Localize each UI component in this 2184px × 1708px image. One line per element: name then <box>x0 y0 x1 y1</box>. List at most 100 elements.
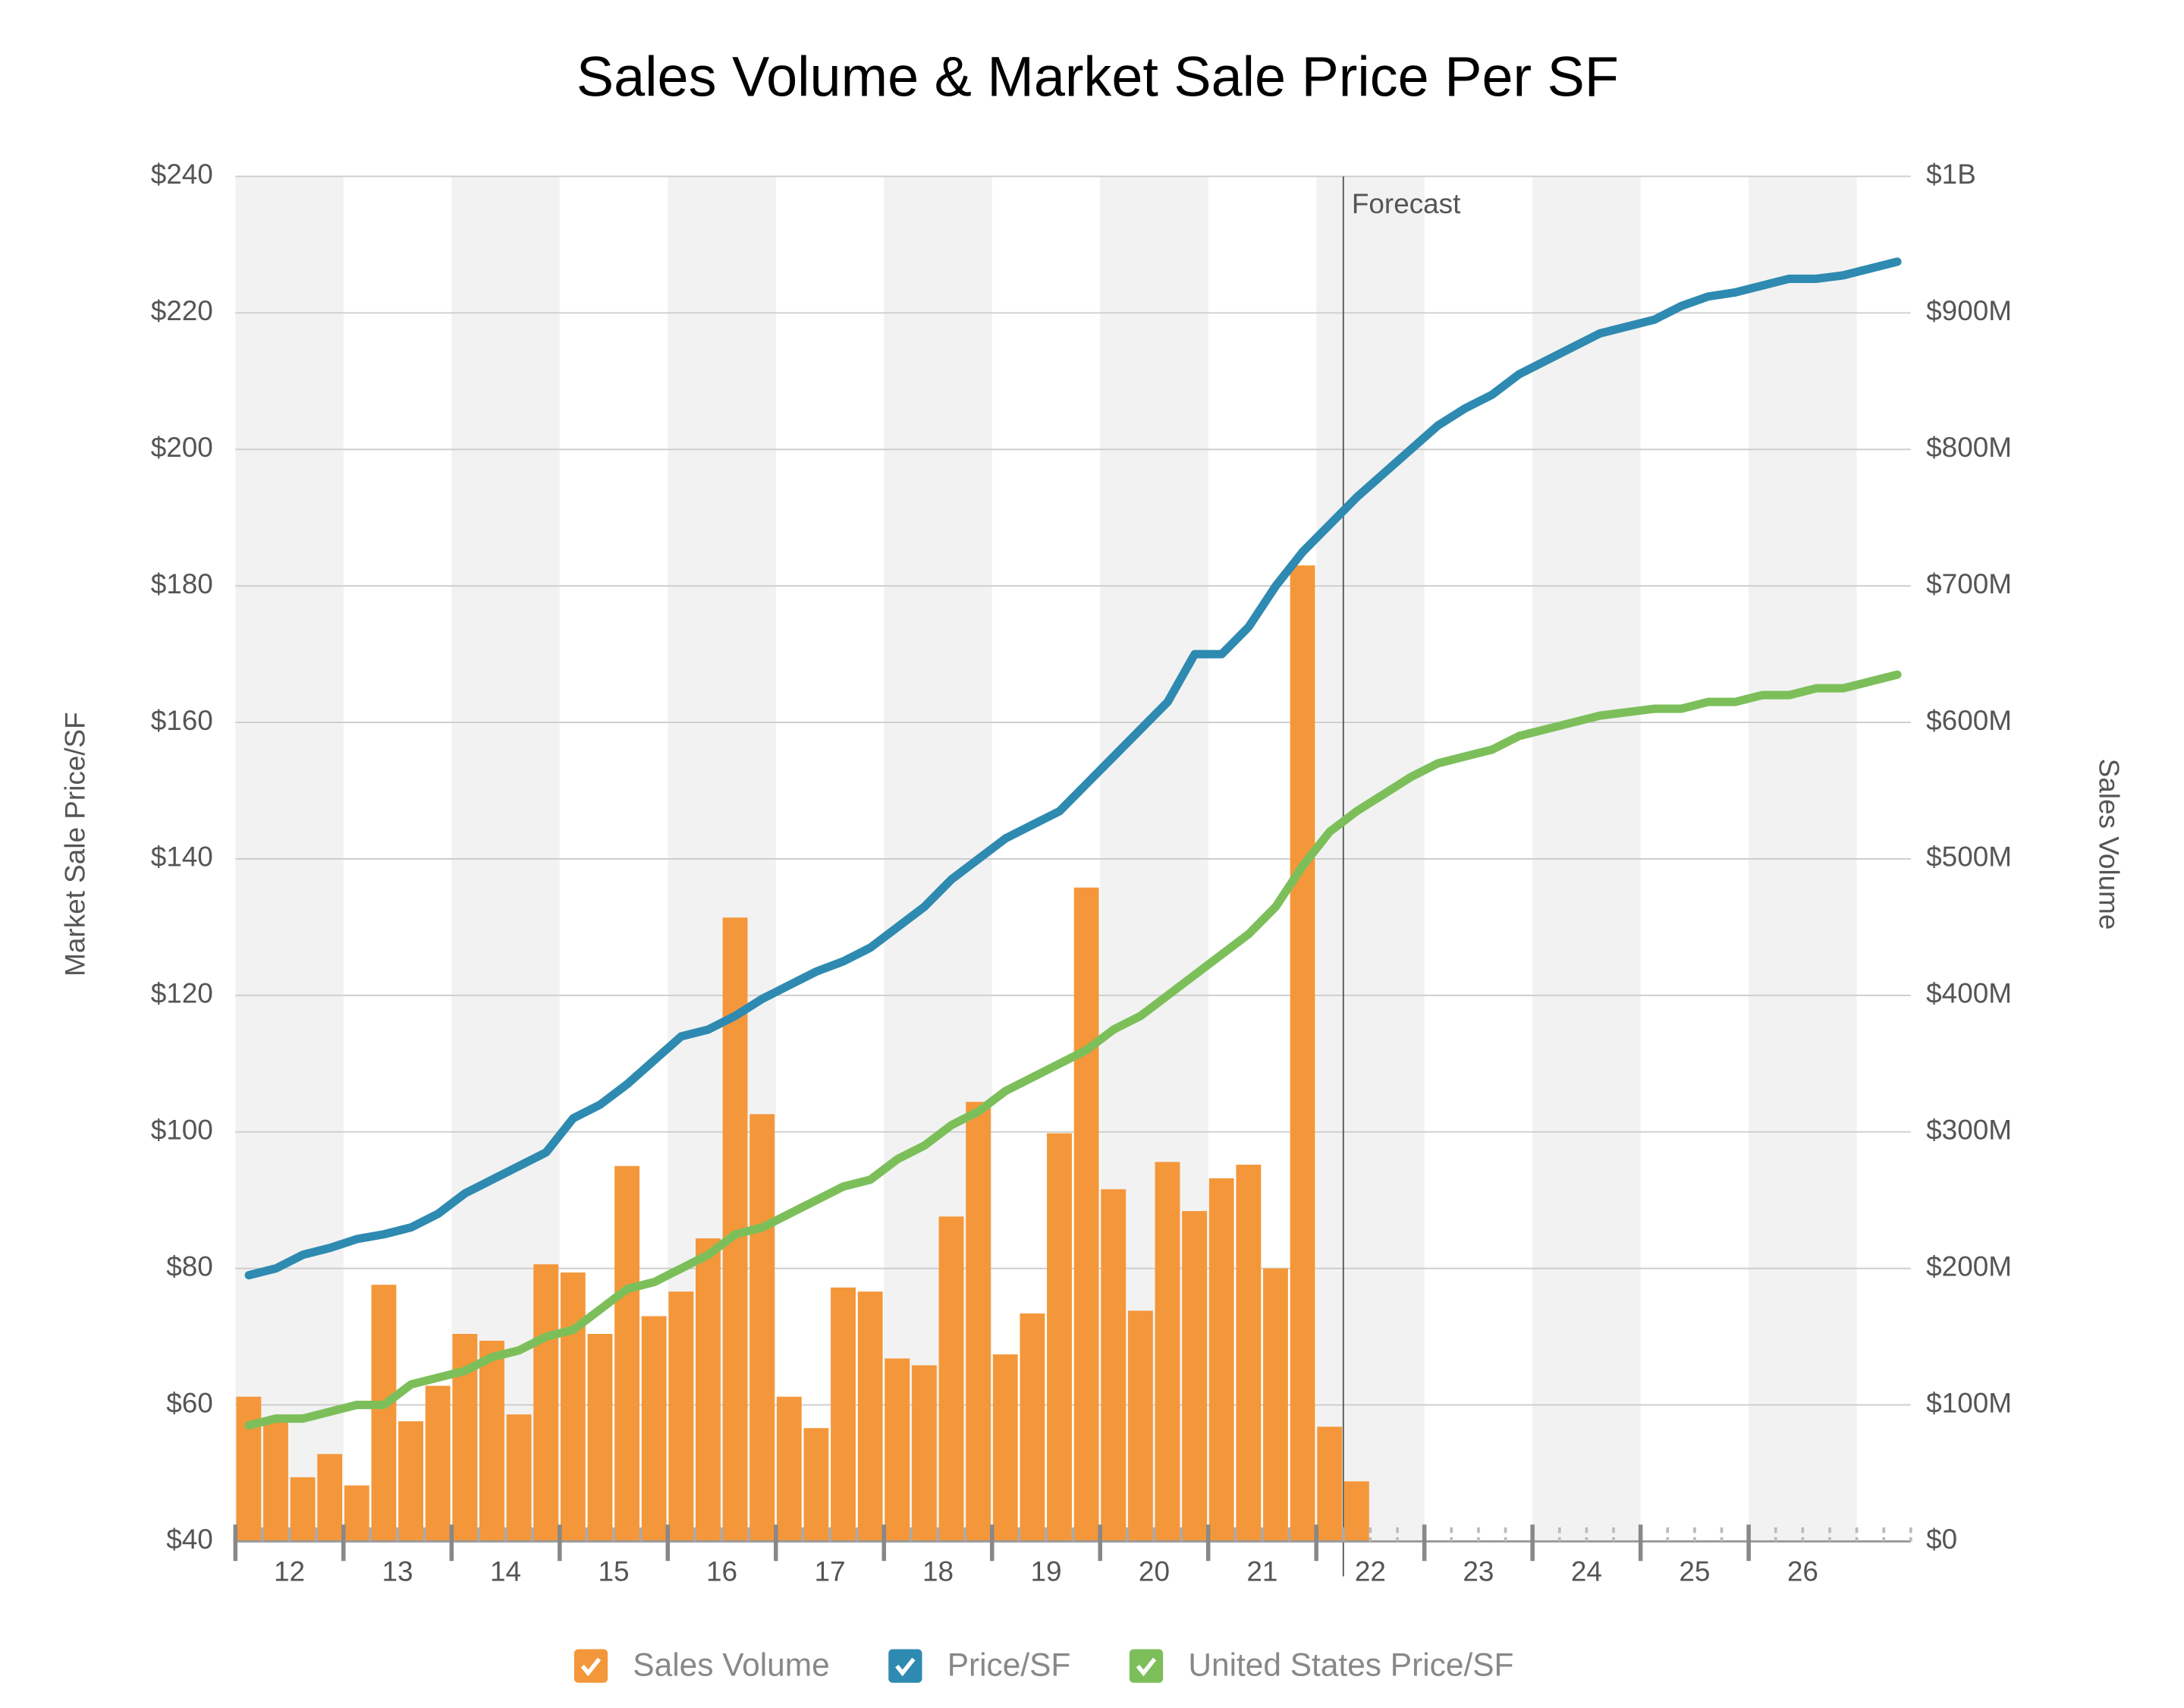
y-tick-label: $160 <box>151 705 213 736</box>
bar <box>506 1414 532 1542</box>
x-tick-label: 20 <box>1139 1556 1170 1587</box>
y2-tick-label: $700M <box>1926 568 2012 599</box>
legend-label: United States Price/SF <box>1188 1647 1513 1683</box>
y2-tick-label: $300M <box>1926 1114 2012 1145</box>
bar <box>1127 1310 1153 1542</box>
bar <box>966 1102 991 1542</box>
legend-label: Sales Volume <box>633 1647 829 1683</box>
y2-tick-label: $800M <box>1926 432 2012 463</box>
bar <box>695 1238 721 1542</box>
legend-item[interactable]: Price/SF <box>888 1647 1070 1683</box>
bar <box>1263 1268 1288 1542</box>
x-tick-label: 19 <box>1030 1556 1061 1587</box>
bar <box>1047 1133 1072 1542</box>
y-tick-label: $180 <box>151 568 213 599</box>
legend-label: Price/SF <box>947 1647 1071 1683</box>
legend-check <box>1136 1657 1157 1677</box>
legend-item[interactable]: Sales Volume <box>573 1647 830 1683</box>
x-tick-label: 12 <box>274 1556 305 1587</box>
bar <box>425 1386 451 1542</box>
x-tick-label: 25 <box>1679 1556 1710 1587</box>
y-axis-title: Market Sale Price/SF <box>60 712 91 977</box>
x-tick-label: 15 <box>598 1556 629 1587</box>
bar <box>803 1428 829 1542</box>
y2-tick-label: $500M <box>1926 841 2012 873</box>
y-tick-label: $120 <box>151 978 213 1009</box>
bar <box>263 1421 288 1542</box>
x-tick-label: 16 <box>706 1556 737 1587</box>
x-tick-label: 24 <box>1571 1556 1602 1587</box>
axes: $40 $60 $80 $100 $120 $140 $160 $180 $200 $220 $24… <box>151 159 2012 1587</box>
legend-swatch <box>888 1649 922 1683</box>
x-tick-label: 21 <box>1246 1556 1277 1587</box>
bar <box>668 1291 694 1542</box>
y-tick-label: $240 <box>151 159 213 190</box>
y2-tick-label: $0 <box>1926 1524 1957 1555</box>
bar <box>1343 1481 1369 1542</box>
bar <box>938 1216 964 1542</box>
bar <box>479 1340 504 1542</box>
y-tick-label: $100 <box>151 1114 213 1145</box>
bar <box>1073 887 1099 1542</box>
x-tick-label: 22 <box>1355 1556 1386 1587</box>
y-tick-label: $40 <box>166 1524 213 1555</box>
y-tick-label: $200 <box>151 432 213 463</box>
legend-item[interactable]: United States Price/SF <box>1129 1647 1514 1683</box>
bar <box>1208 1178 1234 1542</box>
bar <box>857 1291 883 1542</box>
line <box>244 670 1902 1430</box>
bar <box>560 1272 586 1542</box>
bar <box>614 1165 639 1542</box>
bar <box>587 1333 613 1542</box>
x-tick-label: 17 <box>814 1556 845 1587</box>
x-tick-label: 26 <box>1787 1556 1818 1587</box>
y2-tick-label: $400M <box>1926 978 2012 1009</box>
y2-tick-label: $100M <box>1926 1387 2012 1418</box>
y2-tick-label: $900M <box>1926 295 2012 326</box>
plot: Forecast <box>236 176 1902 1577</box>
y2-tick-label: $600M <box>1926 705 2012 736</box>
x-tick-label: 23 <box>1463 1556 1494 1587</box>
y2-tick-label: $200M <box>1926 1250 2012 1282</box>
y-tick-label: $140 <box>151 841 213 873</box>
y-tick-label: $220 <box>151 295 213 326</box>
legend-check <box>580 1657 602 1677</box>
bar <box>1020 1313 1045 1542</box>
bar <box>641 1316 667 1542</box>
y2-tick-label: $1B <box>1926 159 1976 190</box>
chart-title: Sales Volume & Market Sale Price Per SF <box>577 46 1619 109</box>
forecast-label: Forecast <box>1352 188 1461 219</box>
bar <box>317 1454 343 1542</box>
bar <box>885 1358 910 1542</box>
bar <box>1101 1189 1127 1542</box>
bar <box>236 1396 262 1542</box>
bar <box>749 1114 775 1542</box>
bar <box>1155 1162 1180 1542</box>
bar <box>1290 565 1315 1542</box>
legend-check <box>895 1657 916 1677</box>
x-tick-label: 18 <box>922 1556 954 1587</box>
bar <box>776 1396 802 1542</box>
bar <box>831 1287 856 1542</box>
x-tick-label: 13 <box>382 1556 413 1587</box>
bar <box>1182 1211 1208 1542</box>
y-tick-label: $60 <box>166 1387 213 1418</box>
bar <box>1317 1426 1343 1542</box>
bar <box>344 1485 369 1542</box>
legend-swatch <box>573 1649 608 1683</box>
legend: Sales Volume Price/SF United States Price/… <box>573 1647 1514 1683</box>
bar <box>911 1365 937 1542</box>
y-tick-label: $80 <box>166 1250 213 1282</box>
y2-axis-title: Sales Volume <box>2093 759 2124 930</box>
bar <box>533 1264 559 1542</box>
x-tick-label: 14 <box>490 1556 521 1587</box>
bar <box>371 1285 397 1542</box>
legend-swatch <box>1129 1649 1164 1683</box>
line <box>244 257 1902 1280</box>
bar <box>992 1354 1018 1542</box>
bar <box>1236 1164 1262 1542</box>
bar <box>290 1477 316 1542</box>
bar <box>398 1421 424 1542</box>
